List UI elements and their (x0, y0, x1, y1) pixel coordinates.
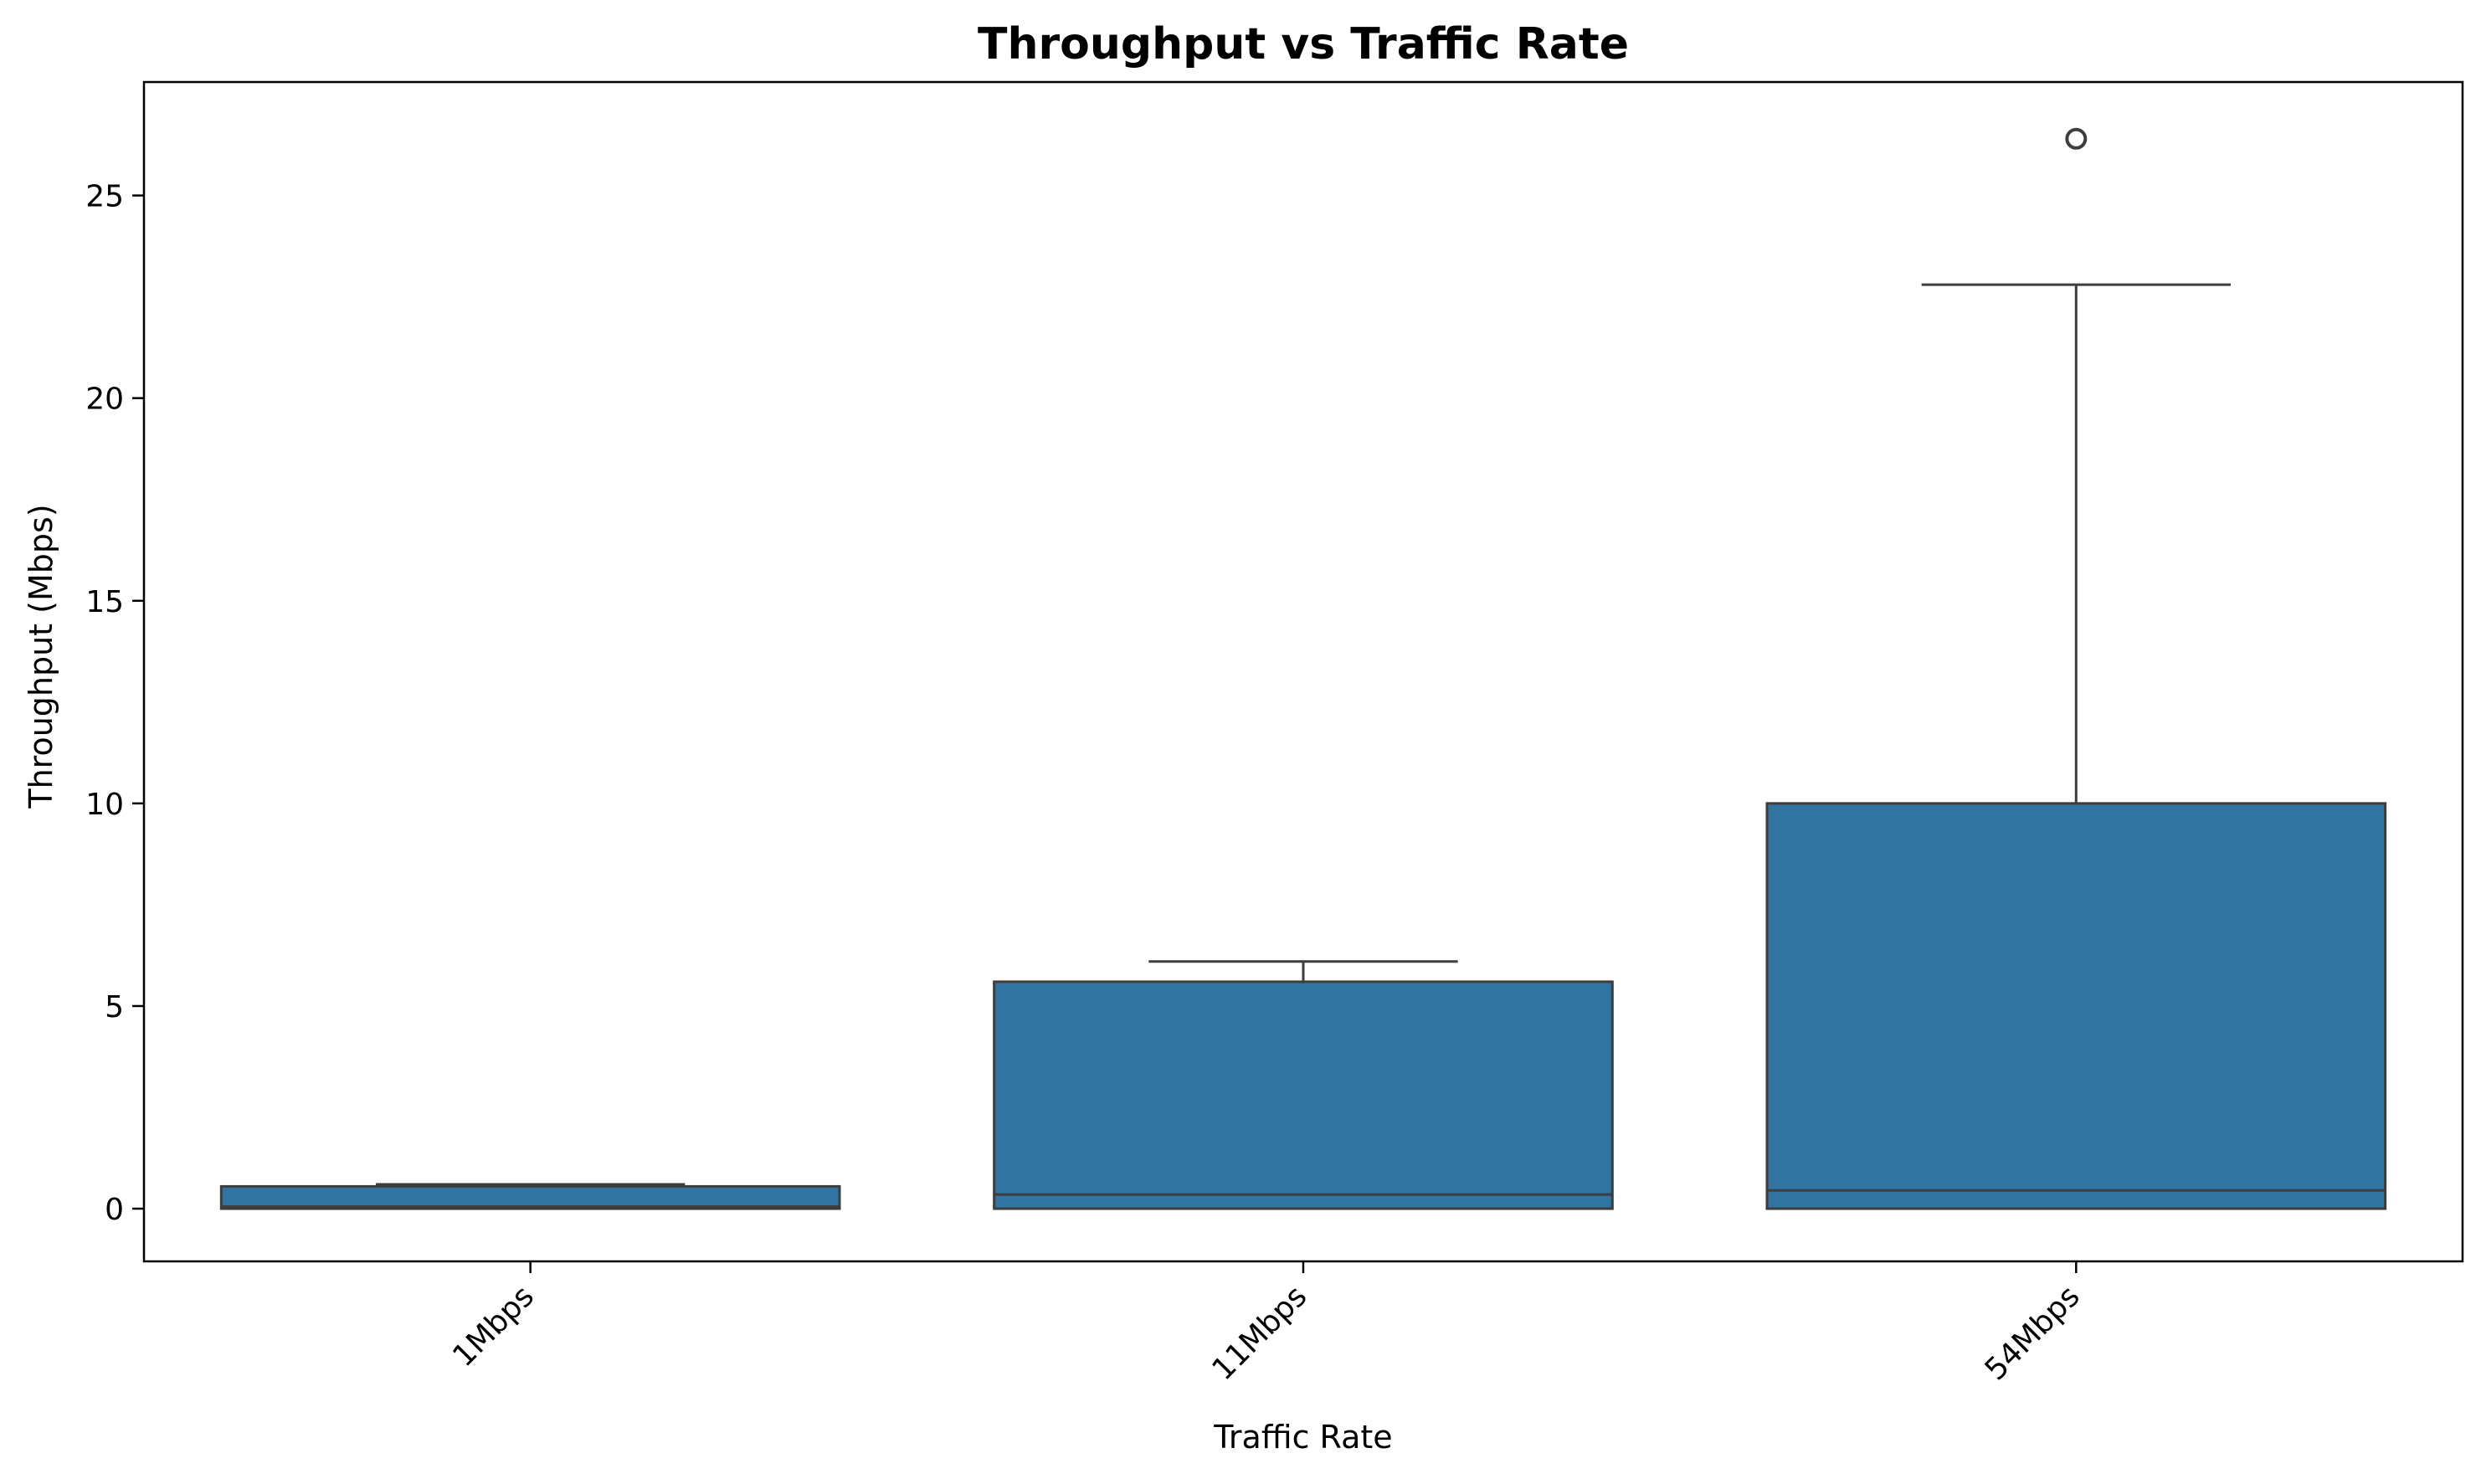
y-axis-label: Throughput (Mbps) (23, 504, 59, 809)
y-tick-label: 25 (85, 180, 124, 214)
y-tick-label: 10 (85, 788, 124, 822)
x-axis-label: Traffic Rate (1213, 1419, 1392, 1456)
y-tick-label: 20 (85, 383, 124, 417)
plot-frame (142, 80, 2464, 1263)
box-body (993, 980, 1614, 1210)
chart-title: Throughput vs Traffic Rate (978, 19, 1629, 69)
y-tick-label: 0 (105, 1193, 124, 1227)
y-tick-label: 15 (85, 585, 124, 619)
y-tick-label: 5 (105, 990, 124, 1024)
outlier-point (2065, 127, 2088, 150)
box-body (1765, 802, 2387, 1210)
box-body (219, 1184, 841, 1210)
